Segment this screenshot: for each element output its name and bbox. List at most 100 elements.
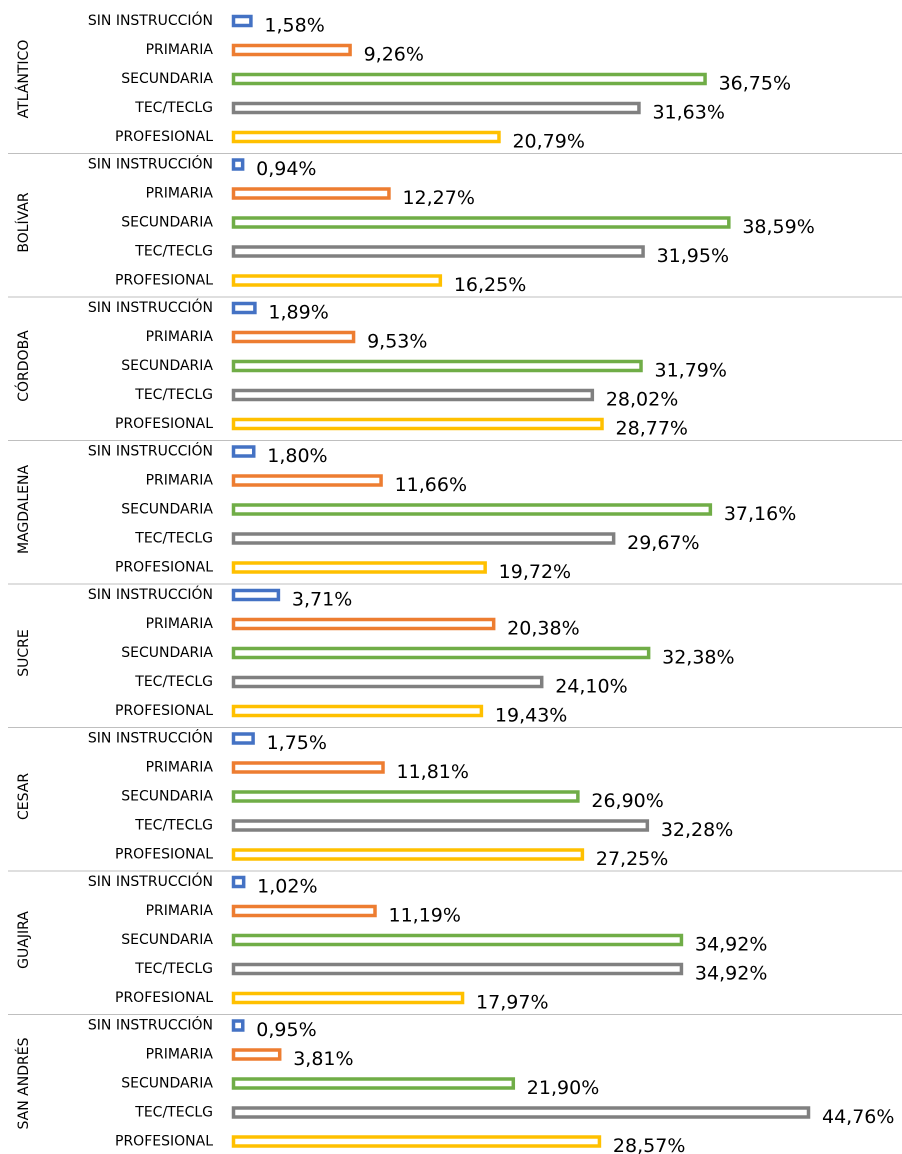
value-label: 17,97% (476, 992, 548, 1014)
category-label: PROFESIONAL (115, 416, 213, 432)
bar (231, 503, 713, 516)
category-label: TEC/TECLG (134, 818, 213, 834)
bar (231, 991, 465, 1005)
bar (231, 359, 643, 373)
group-label: MAGDALENA (16, 465, 32, 554)
value-label: 16,25% (454, 274, 526, 296)
bar (231, 101, 641, 115)
value-label: 32,38% (662, 647, 734, 669)
category-label: SIN INSTRUCCIÓN (88, 1016, 213, 1034)
category-label: PRIMARIA (146, 616, 214, 632)
bar (231, 130, 501, 144)
category-label: PROFESIONAL (115, 847, 213, 863)
value-label: 11,66% (395, 474, 467, 496)
category-label: PROFESIONAL (115, 1134, 213, 1150)
category-label: SECUNDARIA (121, 789, 213, 805)
group-label: CESAR (16, 773, 32, 820)
bar (231, 532, 616, 545)
value-label: 27,25% (596, 848, 668, 870)
value-label: 36,75% (719, 73, 791, 95)
value-label: 24,10% (555, 676, 627, 698)
category-label: TEC/TECLG (134, 531, 213, 547)
category-label: TEC/TECLG (134, 674, 213, 690)
category-label: SIN INSTRUCCIÓN (88, 872, 213, 890)
category-label: TEC/TECLG (134, 961, 213, 977)
value-label: 26,90% (591, 790, 663, 812)
bar (231, 43, 352, 57)
bar (231, 274, 443, 287)
value-label: 38,59% (742, 216, 814, 238)
value-label: 11,19% (389, 905, 461, 927)
value-label: 28,57% (613, 1135, 685, 1154)
category-label: TEC/TECLG (134, 1105, 213, 1121)
value-label: 9,53% (367, 331, 427, 353)
category-label: TEC/TECLG (134, 100, 213, 116)
bar (231, 1135, 602, 1148)
bar (231, 875, 246, 889)
category-label: PRIMARIA (146, 42, 214, 58)
value-label: 34,92% (695, 963, 767, 985)
bar (231, 1048, 282, 1061)
bar (231, 445, 256, 458)
bar (231, 761, 385, 774)
value-label: 21,90% (527, 1077, 599, 1099)
bar (231, 962, 684, 976)
value-label: 44,76% (822, 1106, 894, 1128)
value-label: 1,89% (268, 302, 328, 324)
bar (231, 933, 684, 947)
category-label: PROFESIONAL (115, 560, 213, 576)
value-label: 1,58% (264, 15, 324, 37)
bar (231, 417, 604, 431)
value-label: 11,81% (397, 761, 469, 783)
category-label: SECUNDARIA (121, 1076, 213, 1092)
category-label: SIN INSTRUCCIÓN (88, 298, 213, 316)
category-label: PRIMARIA (146, 903, 214, 919)
value-label: 0,94% (256, 158, 316, 180)
group-label: GUAJIRA (16, 911, 32, 969)
category-label: SECUNDARIA (121, 71, 213, 87)
value-label: 34,92% (695, 934, 767, 956)
category-label: SECUNDARIA (121, 502, 213, 518)
category-label: PROFESIONAL (115, 990, 213, 1006)
bar (231, 72, 707, 86)
category-label: SIN INSTRUCCIÓN (88, 729, 213, 747)
category-label: PRIMARIA (146, 186, 214, 202)
bar (231, 14, 253, 28)
value-label: 28,77% (616, 418, 688, 440)
bar (231, 1019, 245, 1032)
bar (231, 474, 383, 487)
bar (231, 704, 484, 718)
category-label: PRIMARIA (146, 1047, 214, 1063)
category-label: TEC/TECLG (134, 387, 213, 403)
bar (231, 588, 281, 602)
bar (231, 617, 496, 631)
bar (231, 1077, 516, 1090)
value-label: 29,67% (627, 532, 699, 554)
category-label: SIN INSTRUCCIÓN (88, 11, 213, 29)
category-label: SECUNDARIA (121, 358, 213, 374)
group-label: CÓRDOBA (14, 330, 32, 402)
value-label: 19,43% (495, 705, 567, 727)
value-label: 37,16% (724, 503, 796, 525)
category-label: SIN INSTRUCCIÓN (88, 442, 213, 460)
category-label: PRIMARIA (146, 329, 214, 345)
category-label: SIN INSTRUCCIÓN (88, 585, 213, 603)
category-label: PROFESIONAL (115, 703, 213, 719)
bar (231, 388, 595, 402)
value-label: 3,81% (293, 1048, 353, 1070)
bar (231, 301, 257, 315)
bar (231, 187, 391, 200)
category-label: PROFESIONAL (115, 273, 213, 289)
value-label: 1,80% (267, 445, 327, 467)
value-label: 28,02% (606, 389, 678, 411)
bar (231, 646, 651, 660)
bar (231, 819, 650, 832)
category-label: PRIMARIA (146, 473, 214, 489)
value-label: 20,79% (512, 131, 584, 153)
value-label: 31,63% (652, 102, 724, 124)
category-label: PROFESIONAL (115, 129, 213, 145)
value-label: 20,38% (507, 618, 579, 640)
value-label: 1,02% (257, 876, 317, 898)
value-label: 0,95% (256, 1019, 316, 1041)
